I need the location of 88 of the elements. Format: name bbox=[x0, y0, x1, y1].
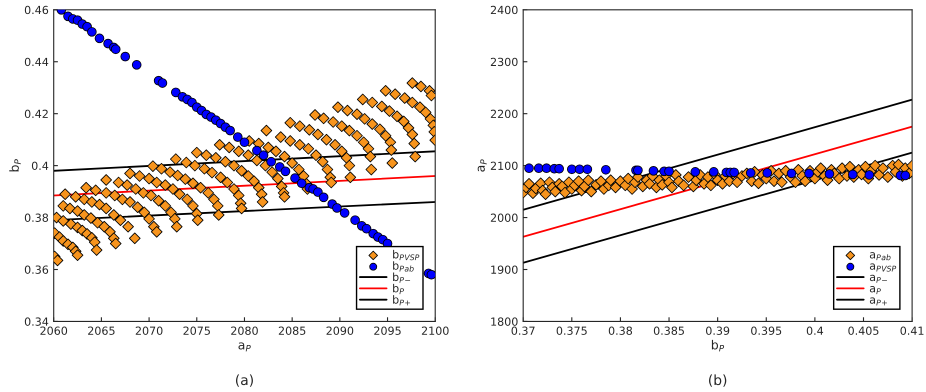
legend-label: b$_{P+}$ bbox=[393, 295, 410, 306]
point bbox=[225, 126, 235, 136]
y-tick-label: 0.38 bbox=[24, 214, 48, 222]
point bbox=[266, 156, 276, 167]
x-tick-label: 0.41 bbox=[900, 326, 924, 335]
point bbox=[252, 146, 262, 156]
y-tick-label: 0.46 bbox=[24, 6, 48, 14]
x-axis-title: a$_{P}$ bbox=[238, 342, 251, 352]
legend-label: b$_{P}$ bbox=[393, 284, 404, 294]
point bbox=[87, 27, 97, 37]
point bbox=[132, 60, 142, 70]
y-tick-label: 0.36 bbox=[24, 265, 48, 274]
point bbox=[94, 34, 104, 44]
legend-label: b$_{PVSP}$ bbox=[393, 250, 420, 260]
point bbox=[524, 163, 534, 174]
x-tick-label: 2070 bbox=[136, 326, 162, 335]
point bbox=[170, 88, 181, 98]
point bbox=[332, 203, 342, 213]
y-axis-title: a$_{P}$ bbox=[478, 159, 487, 172]
point bbox=[290, 173, 300, 183]
x-tick-label: 2090 bbox=[326, 326, 354, 335]
point bbox=[554, 164, 564, 174]
y-tick-label: 2000 bbox=[490, 214, 518, 222]
y-tick-label: 2300 bbox=[490, 58, 518, 66]
point bbox=[864, 170, 874, 180]
y-tick-label: 0.4 bbox=[32, 162, 48, 170]
y-tick-label: 0.44 bbox=[24, 58, 48, 66]
point bbox=[708, 167, 719, 177]
x-axis-title: b$_{P}$ bbox=[712, 340, 724, 352]
x-tick-label: 2075 bbox=[183, 326, 210, 335]
legend-label: a$_{P}$ bbox=[870, 286, 881, 294]
point bbox=[664, 166, 674, 176]
point bbox=[362, 224, 372, 234]
point bbox=[601, 164, 611, 175]
point bbox=[824, 169, 834, 179]
point bbox=[340, 208, 350, 218]
x-tick-label: 2100 bbox=[422, 326, 449, 335]
y-tick-label: 2200 bbox=[490, 110, 518, 118]
text: (a) bbox=[236, 374, 253, 387]
point bbox=[786, 168, 796, 178]
x-tick-label: 2095 bbox=[374, 326, 401, 335]
x-tick-label: 0.4 bbox=[806, 326, 824, 335]
point bbox=[746, 168, 756, 178]
legend-label: b$_{Pab}$ bbox=[393, 261, 414, 272]
point bbox=[232, 132, 243, 142]
y-axis-title: b$_{P}$ bbox=[9, 159, 21, 172]
x-tick-label: 2065 bbox=[88, 326, 115, 335]
point bbox=[240, 137, 250, 148]
point bbox=[426, 270, 436, 280]
x-tick-label: 2085 bbox=[278, 326, 306, 335]
point bbox=[848, 170, 858, 180]
point bbox=[566, 164, 577, 174]
x-tick-label: 0.38 bbox=[608, 326, 632, 335]
legend-label: a$_{P+}$ bbox=[870, 297, 887, 306]
y-tick-label: 2400 bbox=[490, 6, 518, 14]
legend-label: b$_{P−}$ bbox=[393, 272, 410, 283]
point bbox=[900, 170, 910, 180]
y-tick-label: 1800 bbox=[491, 317, 518, 326]
x-tick-label: 0.37 bbox=[512, 326, 535, 335]
point bbox=[648, 166, 658, 176]
x-tick-label: 0.385 bbox=[654, 326, 684, 335]
point bbox=[582, 164, 592, 174]
y-tick-label: 0.34 bbox=[24, 317, 48, 326]
point bbox=[350, 215, 360, 225]
point bbox=[296, 178, 306, 188]
x-tick-label: 0.375 bbox=[556, 326, 587, 335]
point bbox=[542, 163, 552, 174]
point bbox=[120, 52, 130, 62]
x-tick-label: 2080 bbox=[231, 326, 258, 335]
point bbox=[318, 192, 328, 202]
point bbox=[158, 78, 168, 88]
legend-label: a$_{PVSP}$ bbox=[870, 263, 896, 272]
x-tick-label: 0.405 bbox=[848, 326, 878, 335]
x-tick-label: 2060 bbox=[40, 326, 68, 335]
point bbox=[762, 168, 772, 178]
x-tick-label: 0.39 bbox=[706, 326, 730, 335]
legend-label: a$_{P−}$ bbox=[870, 274, 887, 283]
point bbox=[280, 166, 290, 176]
y-tick-label: 2100 bbox=[490, 162, 518, 170]
y-tick-label: 1900 bbox=[491, 265, 518, 274]
point bbox=[534, 163, 544, 174]
x-tick-label: 0.395 bbox=[751, 326, 782, 335]
y-tick-label: 0.42 bbox=[24, 110, 48, 118]
point bbox=[258, 150, 268, 160]
legend-label: a$_{Pab}$ bbox=[870, 252, 891, 260]
point bbox=[690, 167, 700, 177]
text: (b) bbox=[709, 374, 726, 387]
point bbox=[804, 168, 814, 178]
